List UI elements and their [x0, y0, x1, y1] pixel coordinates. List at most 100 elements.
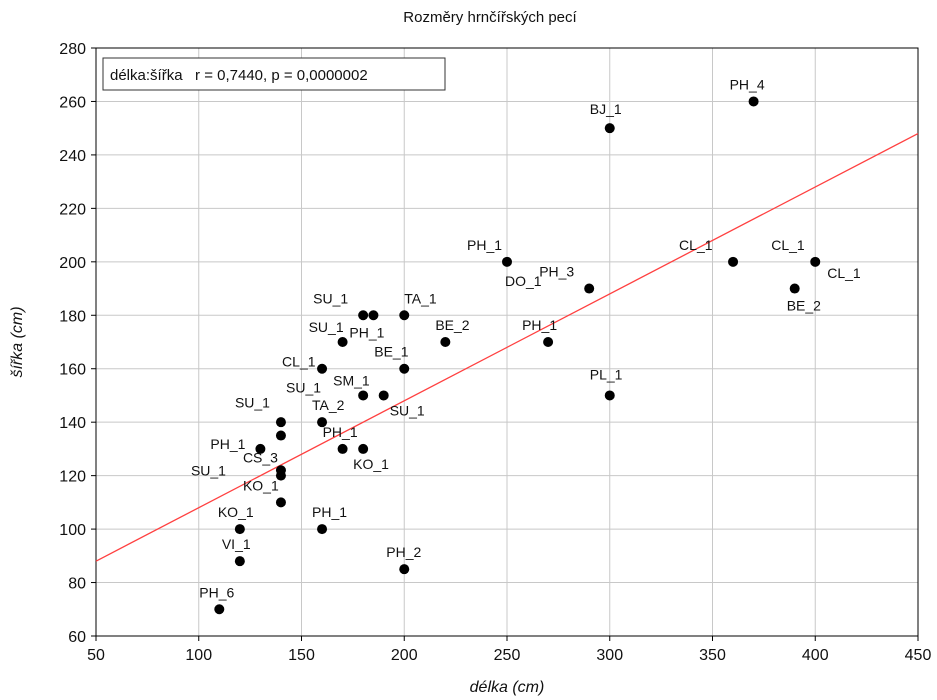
y-tick-label: 260 — [59, 94, 86, 111]
y-tick-label: 100 — [59, 522, 86, 539]
data-point — [810, 256, 821, 267]
data-point — [502, 256, 512, 267]
legend-box: délka:šířka r = 0,7440, p = 0,0000002 — [102, 57, 446, 91]
point-labels: PH_6 VI_1 KO_1 PH_1 KO_1 SU_1 CS_3 SU_1 PH_1 TA_2… — [191, 76, 861, 600]
data-point — [275, 430, 286, 441]
point-label: DO_1 — [505, 273, 542, 289]
data-point — [337, 443, 348, 454]
y-axis-label: šířka (cm) — [9, 306, 26, 377]
data-point — [440, 337, 451, 347]
data-point — [399, 310, 410, 321]
y-tick-label: 140 — [59, 415, 86, 432]
point-label: BE_1 — [374, 344, 408, 360]
point-label: KO_1 — [218, 504, 254, 520]
point-label: SU_1 — [390, 402, 425, 418]
data-point — [275, 417, 286, 428]
trendline-group — [95, 132, 919, 562]
point-label: SU_1 — [313, 290, 348, 306]
data-point — [275, 497, 286, 508]
data-point — [234, 524, 245, 535]
point-label: CL_1 — [282, 354, 316, 370]
data-point — [255, 443, 266, 454]
x-tick-label: 200 — [391, 647, 418, 664]
x-tick-label: 300 — [596, 647, 623, 664]
point-label: SM_1 — [333, 372, 370, 388]
y-tick-label: 280 — [59, 41, 86, 58]
point-label: TA_2 — [312, 397, 345, 413]
axis-ticks: 50 100 150 200 250 300 350 400 450 60 80 100 120 140 1… — [59, 41, 931, 664]
point-label: CL_1 — [679, 237, 713, 253]
point-label: PH_6 — [199, 584, 234, 600]
data-point — [214, 604, 225, 615]
y-tick-label: 220 — [59, 201, 86, 218]
point-label: PL_1 — [590, 366, 623, 382]
point-label: PH_1 — [467, 237, 502, 253]
data-point — [358, 443, 369, 454]
data-point — [358, 310, 369, 321]
point-label: VI_1 — [222, 536, 251, 552]
point-label: SU_1 — [309, 319, 344, 335]
y-tick-label: 180 — [59, 308, 86, 325]
point-label: PH_2 — [386, 544, 421, 560]
legend-frame — [102, 57, 446, 91]
gridlines — [95, 47, 919, 637]
x-axis-label: délka (cm) — [470, 679, 545, 696]
point-label: PH_1 — [323, 424, 358, 440]
regression-line — [95, 132, 919, 562]
data-point — [317, 524, 328, 535]
data-point — [378, 390, 389, 401]
chart-title: Rozměry hrnčířských pecí — [403, 9, 577, 26]
data-point — [234, 556, 245, 567]
data-point — [789, 283, 800, 294]
point-label: PH_3 — [539, 264, 574, 280]
data-point — [728, 256, 739, 267]
point-label: BJ_1 — [590, 101, 622, 117]
point-label: SU_1 — [191, 463, 226, 479]
point-label: CL_1 — [827, 265, 861, 281]
point-label: BE_2 — [787, 298, 821, 314]
y-tick-label: 60 — [68, 629, 86, 646]
point-label: SU_1 — [235, 395, 270, 411]
data-point — [399, 363, 410, 374]
data-point — [358, 390, 369, 401]
point-label: KO_1 — [243, 477, 279, 493]
x-tick-label: 50 — [87, 647, 105, 664]
data-point — [604, 390, 615, 401]
point-label: CS_3 — [243, 449, 278, 465]
x-tick-label: 250 — [494, 647, 521, 664]
data-point — [748, 96, 759, 107]
data-point — [337, 337, 348, 347]
x-tick-label: 450 — [905, 647, 932, 664]
point-label: KO_1 — [353, 456, 389, 472]
x-tick-label: 150 — [288, 647, 315, 664]
point-label: PH_1 — [349, 324, 384, 340]
data-point — [543, 337, 554, 347]
point-label: SU_1 — [286, 380, 321, 396]
point-label: PH_1 — [210, 436, 245, 452]
point-label: PH_1 — [522, 317, 557, 333]
y-tick-label: 240 — [59, 148, 86, 165]
data-point — [317, 417, 328, 428]
data-point — [368, 310, 379, 321]
legend-text: délka:šířka r = 0,7440, p = 0,0000002 — [110, 67, 368, 84]
point-label: PH_4 — [730, 76, 765, 92]
point-label: TA_1 — [404, 290, 437, 306]
x-tick-label: 350 — [699, 647, 726, 664]
y-tick-label: 120 — [59, 469, 86, 486]
point-label: PH_1 — [312, 504, 347, 520]
x-tick-label: 100 — [185, 647, 212, 664]
data-point — [604, 123, 615, 134]
point-label: BE_2 — [435, 317, 469, 333]
data-point — [275, 465, 286, 476]
data-points — [214, 96, 821, 615]
y-tick-label: 200 — [59, 255, 86, 272]
data-point — [584, 283, 595, 294]
y-tick-label: 80 — [68, 576, 86, 593]
y-tick-label: 160 — [59, 362, 86, 379]
point-label: CL_1 — [771, 237, 805, 253]
data-point — [317, 363, 328, 374]
x-tick-label: 400 — [802, 647, 829, 664]
data-point — [399, 564, 410, 575]
